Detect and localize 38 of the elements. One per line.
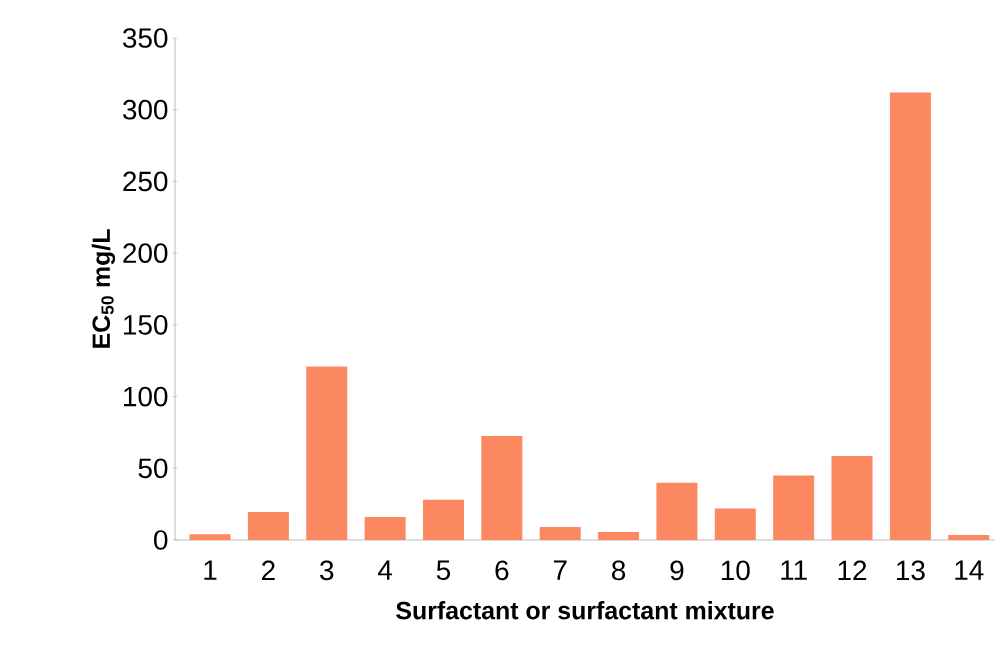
- y-tick-label: 150: [124, 314, 168, 335]
- x-axis-title: Surfactant or surfactant mixture: [396, 601, 774, 620]
- x-tick-label: 12: [838, 560, 867, 580]
- x-tick-label: 6: [495, 560, 509, 581]
- bar: [831, 456, 873, 540]
- bar: [422, 499, 464, 540]
- bar: [306, 366, 348, 540]
- y-tick-label: 50: [138, 458, 168, 479]
- x-tick-label: 3: [320, 560, 334, 581]
- bar: [598, 532, 640, 540]
- x-tick-label: 1: [204, 560, 217, 580]
- x-tick-label: 8: [612, 560, 626, 581]
- bar: [481, 436, 523, 540]
- x-tick-label: 14: [955, 560, 984, 580]
- x-tick-label: 7: [553, 560, 567, 580]
- bar: [889, 92, 931, 540]
- y-axis-title: EC$_{50}$ mg/L: [91, 229, 116, 348]
- bar: [714, 508, 756, 540]
- bar: [189, 534, 231, 540]
- x-tick-label: 13: [896, 560, 925, 581]
- bar: [656, 482, 698, 540]
- y-tick-label: 300: [123, 99, 168, 120]
- bar: [948, 534, 990, 540]
- x-tick-label: 4: [377, 560, 393, 580]
- x-tick-label: 10: [721, 560, 750, 581]
- y-tick-label: 350: [123, 28, 168, 48]
- bar: [539, 527, 581, 540]
- y-tick-label: 100: [124, 386, 168, 407]
- y-tick-label: 200: [123, 243, 168, 264]
- x-tick-label: 2: [262, 560, 275, 580]
- x-tick-label: 5: [436, 560, 451, 580]
- bar: [247, 512, 289, 540]
- y-tick-label: 0: [154, 530, 168, 550]
- bar: [364, 517, 406, 540]
- x-tick-label: 11: [781, 560, 807, 580]
- y-tick-label: 250: [123, 171, 168, 192]
- bar: [773, 475, 815, 540]
- x-tick-label: 9: [670, 560, 684, 581]
